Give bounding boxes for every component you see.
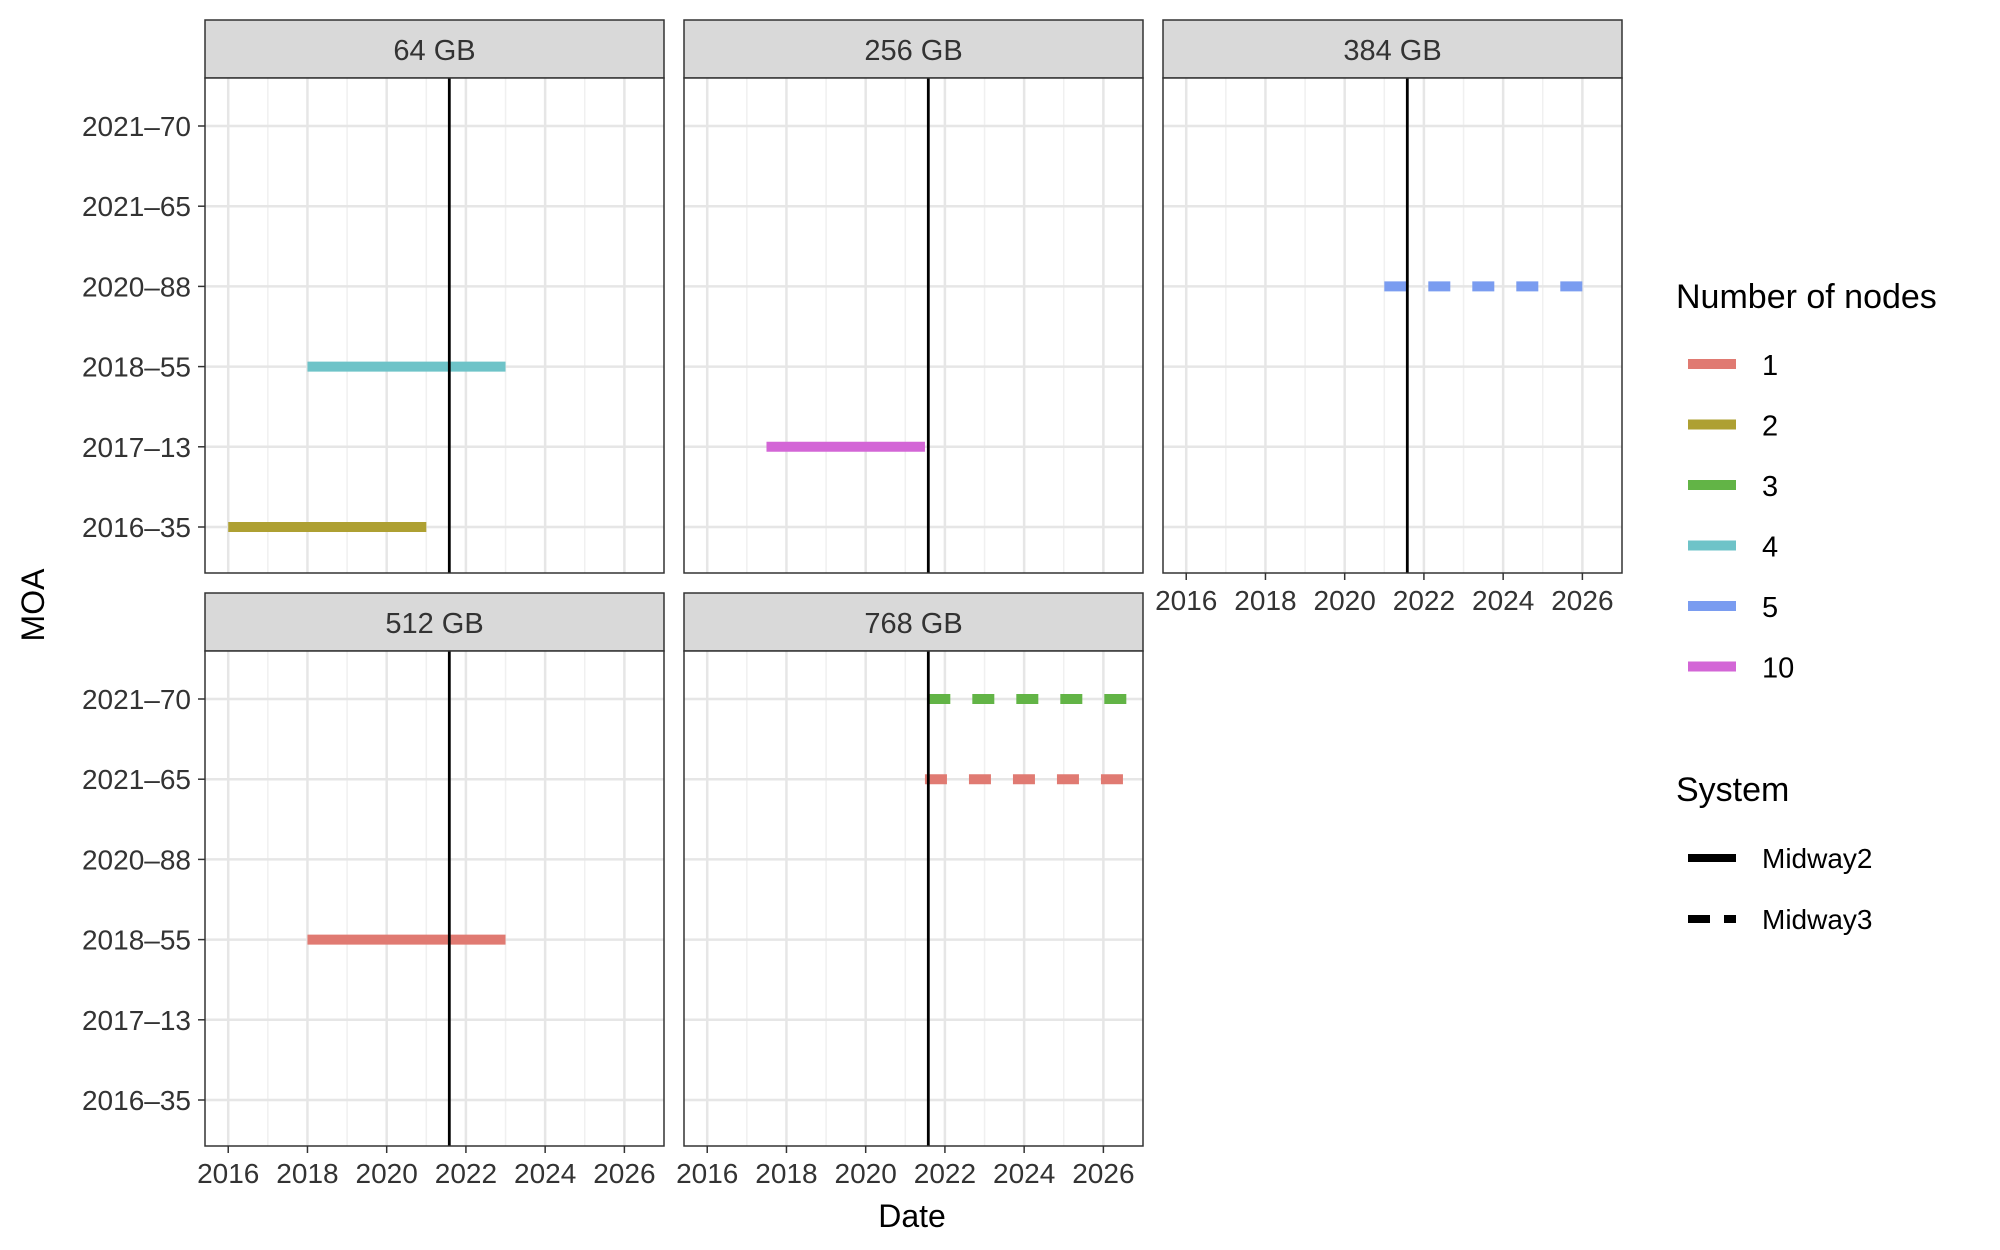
panel-background [684,78,1143,573]
x-tick-label: 2026 [593,1158,655,1189]
facet-panel: 64 GB [204,19,665,574]
facet-strip-label: 768 GB [864,608,962,640]
x-tick-label: 2022 [435,1158,497,1189]
x-axes: 2016 2018 2020 2022 2024 2026 2016 2018 2020 2022… [197,573,1614,1189]
x-tick-label: 2018 [1234,585,1296,616]
panel-background [205,78,664,573]
facet-strip [1162,19,1623,79]
legend-label-system: Midway3 [1762,904,1872,935]
x-tick-label: 2026 [1072,1158,1134,1189]
y-tick-label: 2017–13 [82,432,191,463]
facet-panel: 768 GB [683,592,1144,1147]
legend-title-system: System [1676,771,1789,809]
legend-color-items: 1 2 3 4 5 10 [1688,350,1794,685]
x-tick-label: 2020 [835,1158,897,1189]
legend-label-nodes: 2 [1762,411,1778,443]
legend-label-nodes: 1 [1762,350,1778,382]
facet-panel: 384 GB [1162,19,1623,574]
x-tick-label: 2024 [514,1158,576,1189]
panel-background [1163,78,1622,573]
x-tick-label: 2024 [1472,585,1534,616]
facet-strip-label: 64 GB [393,35,475,67]
y-tick-label: 2016–35 [82,1085,191,1116]
legend-label-nodes: 5 [1762,592,1778,624]
y-tick-label: 2021–70 [82,684,191,715]
y-axes: 2016–35 2017–13 2018–55 2020–88 2021–65 2021–… [82,111,205,1116]
y-tick-label: 2021–70 [82,111,191,142]
legend-label-nodes: 10 [1762,653,1794,685]
x-tick-label: 2022 [1393,585,1455,616]
facet-strip-label: 384 GB [1343,35,1441,67]
x-tick-label: 2018 [755,1158,817,1189]
y-tick-label: 2016–35 [82,512,191,543]
legend-label-system: Midway2 [1762,843,1872,874]
panel-border [683,77,1144,574]
facet-strip [683,19,1144,79]
panel-border [1162,77,1623,574]
legend-linetype-items: Midway2 Midway3 [1688,843,1872,935]
x-tick-label: 2016 [676,1158,738,1189]
legend-title-nodes: Number of nodes [1676,278,1937,316]
panel-border [204,650,665,1147]
y-tick-label: 2021–65 [82,764,191,795]
facet-strip-label: 512 GB [385,608,483,640]
facet-strip [204,592,665,652]
facet-panel: 256 GB [683,19,1144,574]
x-tick-label: 2020 [356,1158,418,1189]
facet-strip-label: 256 GB [864,35,962,67]
x-tick-label: 2020 [1314,585,1376,616]
y-tick-label: 2020–88 [82,844,191,875]
x-tick-label: 2016 [197,1158,259,1189]
x-tick-label: 2024 [993,1158,1055,1189]
facet-strip [204,19,665,79]
x-tick-label: 2022 [914,1158,976,1189]
y-axis-title: MOA [15,568,51,642]
x-tick-label: 2016 [1155,585,1217,616]
y-tick-label: 2017–13 [82,1005,191,1036]
x-tick-label: 2018 [276,1158,338,1189]
panel-border [683,650,1144,1147]
panel-background [205,651,664,1146]
x-axis-title: Date [878,1198,946,1234]
y-tick-label: 2020–88 [82,271,191,302]
y-tick-label: 2018–55 [82,925,191,956]
y-tick-label: 2018–55 [82,352,191,383]
legend-label-nodes: 4 [1762,532,1778,564]
facet-panels: 64 GB 256 GB 384 GB 512 GB 768 GB [204,19,1623,1147]
panel-border [204,77,665,574]
y-tick-label: 2021–65 [82,191,191,222]
x-tick-label: 2026 [1551,585,1613,616]
facet-panel: 512 GB [204,592,665,1147]
legend-label-nodes: 3 [1762,471,1778,503]
panel-background [684,651,1143,1146]
